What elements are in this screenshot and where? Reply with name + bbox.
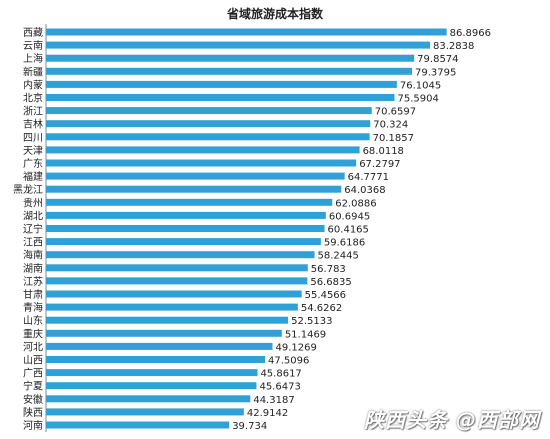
bar: [46, 107, 372, 115]
bar: [46, 421, 230, 429]
category-labels: 西藏云南上海新疆内蒙北京浙江吉林四川天津广东福建黑龙江贵州湖北辽宁江西海南湖南江…: [13, 27, 43, 432]
value-label: 42.9142: [247, 408, 288, 419]
value-label: 67.2797: [359, 159, 400, 170]
value-label: 56.6835: [310, 277, 351, 288]
bar: [46, 316, 289, 324]
value-label: 75.5904: [398, 94, 439, 105]
category-label: 天津: [23, 145, 43, 157]
category-label: 广东: [23, 157, 43, 170]
category-label: 山东: [23, 314, 43, 327]
value-label: 44.3187: [253, 395, 294, 406]
bar: [46, 408, 244, 416]
category-label: 新疆: [23, 65, 43, 78]
category-label: 浙江: [23, 106, 43, 118]
bar: [46, 133, 370, 141]
bar: [46, 238, 321, 246]
value-label: 52.5133: [291, 316, 332, 327]
value-label: 45.6473: [259, 382, 300, 393]
value-label: 49.1269: [276, 342, 317, 353]
value-label: 39.734: [232, 421, 267, 432]
value-label: 79.3795: [415, 67, 456, 78]
category-label: 西藏: [23, 27, 43, 39]
value-label: 54.6262: [301, 303, 342, 314]
value-labels: 86.8966 83.2838 79.8574 79.3795 76.1045 75.59…: [232, 28, 491, 432]
bar: [46, 225, 325, 232]
bar: [46, 80, 397, 88]
category-label: 宁夏: [23, 380, 43, 393]
category-label: 湖北: [23, 210, 43, 222]
value-label: 70.6597: [375, 107, 416, 118]
bar: [46, 303, 298, 311]
value-label: 62.0886: [335, 198, 376, 209]
value-label: 56.783: [311, 264, 346, 275]
value-label: 70.1857: [373, 133, 414, 144]
bar: [46, 369, 258, 377]
category-label: 上海: [23, 52, 43, 65]
bar: [46, 211, 326, 219]
value-label: 79.8574: [417, 54, 458, 65]
value-label: 59.6186: [324, 238, 365, 249]
category-label: 甘肃: [23, 288, 43, 301]
bar: [46, 28, 447, 36]
category-label: 辽宁: [23, 223, 43, 236]
value-label: 60.4165: [328, 225, 369, 236]
category-label: 云南: [23, 39, 43, 52]
watermark: 陕西头条 @西部网: [364, 408, 540, 432]
category-label: 山西: [23, 355, 43, 367]
value-label: 55.4566: [305, 290, 346, 301]
category-label: 吉林: [23, 118, 43, 131]
value-label: 76.1045: [400, 80, 441, 91]
category-label: 四川: [23, 133, 43, 144]
bar: [46, 67, 412, 75]
bar: [46, 41, 430, 49]
value-label: 64.0368: [344, 185, 385, 196]
bar: [46, 290, 302, 298]
category-label: 北京: [23, 92, 43, 105]
bar: [46, 146, 360, 154]
category-label: 广西: [23, 368, 43, 380]
value-label: 58.2445: [318, 251, 359, 262]
bar: [46, 198, 333, 206]
value-label: 45.8617: [260, 369, 301, 380]
bar: [46, 356, 266, 363]
bar: [46, 329, 282, 337]
category-label: 陕西: [23, 406, 43, 419]
value-label: 83.2838: [433, 41, 474, 52]
category-label: 黑龙江: [13, 183, 43, 196]
category-label: 江苏: [23, 275, 43, 288]
bar: [46, 342, 273, 350]
bars: [46, 28, 447, 429]
category-label: 河南: [23, 419, 43, 432]
bar: [46, 382, 257, 390]
value-label: 68.0118: [363, 146, 404, 157]
bar: [46, 395, 251, 403]
bar: [46, 185, 342, 193]
bar: [46, 264, 308, 272]
value-label: 47.5096: [268, 356, 309, 367]
value-label: 51.1469: [285, 329, 326, 340]
category-label: 湖南: [23, 262, 43, 275]
category-label: 重庆: [23, 327, 43, 340]
category-label: 贵州: [23, 196, 43, 209]
bar: [46, 277, 308, 285]
bar: [46, 172, 345, 180]
bar: [46, 94, 395, 101]
bar: [46, 159, 357, 167]
category-label: 江西: [23, 237, 43, 249]
value-label: 70.324: [373, 120, 408, 131]
value-label: 64.7771: [348, 172, 389, 183]
category-label: 河北: [23, 341, 43, 353]
chart-title: 省域旅游成本指数: [226, 6, 324, 21]
bar: [46, 54, 415, 62]
bar: [46, 120, 371, 128]
category-label: 青海: [23, 301, 43, 314]
category-label: 海南: [23, 249, 43, 262]
category-label: 福建: [23, 170, 43, 183]
bar: [46, 251, 315, 259]
value-label: 86.8966: [450, 28, 491, 39]
value-label: 60.6945: [329, 211, 370, 222]
category-label: 内蒙: [23, 78, 43, 91]
category-label: 安徽: [23, 393, 43, 406]
